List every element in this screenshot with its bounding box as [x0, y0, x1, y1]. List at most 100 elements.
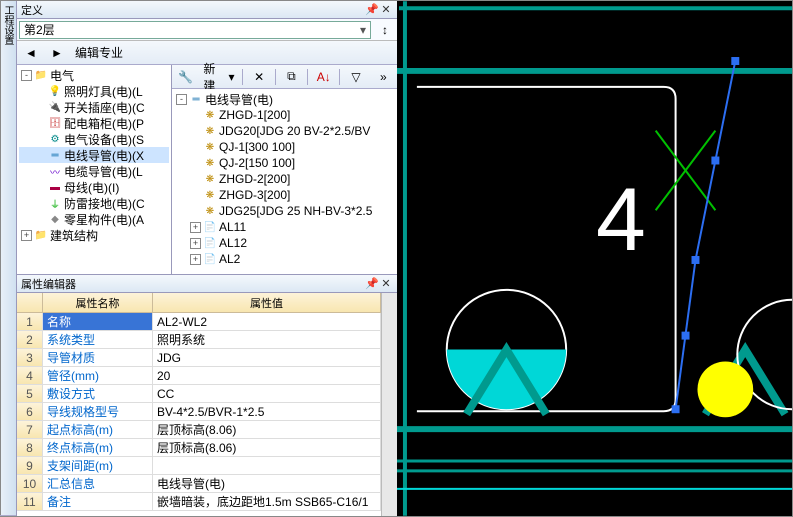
tree-node[interactable]: ❋QJ-2[150 100] [174, 155, 395, 171]
prop-name: 支架间距(m) [43, 457, 153, 474]
component-tree[interactable]: -═电线导管(电)❋ZHGD-1[200]❋JDG20[JDG 20 BV-2*… [172, 89, 397, 274]
tree-label: 电气 [50, 67, 74, 84]
prop-row[interactable]: 6导线规格型号BV-4*2.5/BVR-1*2.5 [17, 403, 381, 421]
prop-value[interactable]: BV-4*2.5/BVR-1*2.5 [153, 403, 381, 420]
tree-node[interactable]: ◆零星构件(电)(A [19, 211, 169, 227]
tree-label: 电气设备(电)(S [64, 131, 144, 148]
tree-label: 配电箱柜(电)(P [64, 115, 144, 132]
tree-node[interactable]: +📄AL2 [174, 251, 395, 267]
expand-icon[interactable]: + [190, 238, 201, 249]
tree-label: QJ-2[150 100] [219, 156, 295, 170]
pin-icon[interactable]: 📌 [365, 3, 379, 16]
filter-button[interactable]: ▽ [344, 67, 367, 87]
prop-value[interactable]: 嵌墙暗装，底边距地1.5m SSB65-C16/1 [153, 493, 381, 510]
prop-value[interactable]: 20 [153, 367, 381, 384]
bulb-icon: 💡 [48, 84, 62, 98]
tree-label: 电线导管(电)(X [64, 147, 144, 164]
tree-node[interactable]: +📄AL11 [174, 219, 395, 235]
tree-node[interactable]: ❋QJ-1[300 100] [174, 139, 395, 155]
tree-node[interactable]: 〰电缆导管(电)(L [19, 163, 169, 179]
prop-row[interactable]: 1名称AL2-WL2 [17, 313, 381, 331]
prop-index: 10 [17, 475, 43, 492]
prop-index: 1 [17, 313, 43, 330]
prop-row[interactable]: 4管径(mm)20 [17, 367, 381, 385]
tree-label: 照明灯具(电)(L [64, 83, 143, 100]
room-number: 4 [596, 169, 646, 269]
bus-icon: ▬ [48, 180, 62, 194]
prop-name: 起点标高(m) [43, 421, 153, 438]
property-grid[interactable]: 属性名称 属性值 1名称AL2-WL22系统类型照明系统3导管材质JDG4管径(… [17, 293, 381, 516]
prop-value[interactable]: JDG [153, 349, 381, 366]
new-button[interactable]: 新建 ▾ [199, 67, 238, 87]
prop-value[interactable]: CC [153, 385, 381, 402]
expand-icon[interactable]: + [190, 254, 201, 265]
tree-node[interactable]: ⏚防雷接地(电)(C [19, 195, 169, 211]
expand-icon[interactable]: - [176, 94, 187, 105]
floor-select[interactable]: 第2层 ▾ [19, 21, 371, 39]
tree-node[interactable]: ❋JDG20[JDG 20 BV-2*2.5/BV [174, 123, 395, 139]
chevron-down-icon: ▾ [360, 23, 366, 37]
prop-value[interactable] [153, 457, 381, 474]
tab-project[interactable]: 工程设置 [0, 1, 16, 516]
expand-icon[interactable]: + [190, 222, 201, 233]
prop-row[interactable]: 9支架间距(m) [17, 457, 381, 475]
prop-value[interactable]: AL2-WL2 [153, 313, 381, 330]
prop-title-bar: 属性编辑器 📌 ✕ [17, 275, 397, 293]
prop-row[interactable]: 2系统类型照明系统 [17, 331, 381, 349]
nav-back-button[interactable]: ◄ [19, 43, 43, 63]
expand-icon[interactable]: + [21, 230, 32, 241]
tree-node[interactable]: ▬母线(电)(I) [19, 179, 169, 195]
sort-button[interactable]: ↕ [373, 20, 397, 40]
cad-viewport[interactable]: 4 [397, 1, 792, 516]
close-icon[interactable]: ✕ [379, 277, 393, 290]
more-button[interactable]: » [372, 67, 395, 87]
prop-row[interactable]: 10汇总信息电线导管(电) [17, 475, 381, 493]
tree-label: ZHGD-3[200] [219, 188, 290, 202]
left-tab-strip: 工程设置 会图输入 表格输入 集中套用做法 报表预览 [1, 1, 17, 516]
tree-node[interactable]: ❋ZHGD-1[200] [174, 107, 395, 123]
prop-index: 4 [17, 367, 43, 384]
prop-row[interactable]: 5敷设方式CC [17, 385, 381, 403]
scrollbar[interactable] [381, 293, 397, 516]
tree-label: JDG20[JDG 20 BV-2*2.5/BV [219, 124, 370, 138]
tree-node[interactable]: 🗄配电箱柜(电)(P [19, 115, 169, 131]
prop-row[interactable]: 11备注嵌墙暗装，底边距地1.5m SSB65-C16/1 [17, 493, 381, 511]
tree-node[interactable]: ═电线导管(电)(X [19, 147, 169, 163]
delete-button[interactable]: ✕ [247, 67, 270, 87]
expand-icon[interactable]: - [21, 70, 32, 81]
prop-name: 敷设方式 [43, 385, 153, 402]
definition-title: 定义 [21, 2, 43, 18]
tree-label: 开关插座(电)(C [64, 99, 145, 116]
tree-node[interactable]: ❋ZHGD-2[200] [174, 171, 395, 187]
prop-value[interactable]: 电线导管(电) [153, 475, 381, 492]
tree-node[interactable]: +📁建筑结构 [19, 227, 169, 243]
prop-row[interactable]: 8终点标高(m)层顶标高(8.06) [17, 439, 381, 457]
sort-az-button[interactable]: A↓ [312, 67, 335, 87]
close-icon[interactable]: ✕ [379, 3, 393, 16]
tree-node[interactable]: ⚙电气设备(电)(S [19, 131, 169, 147]
panel-icon: 🗄 [48, 116, 62, 130]
tree-label: AL12 [219, 236, 247, 250]
tree-node[interactable]: +📄AL12 [174, 235, 395, 251]
tree-node[interactable]: ❋JDG25[JDG 25 NH-BV-3*2.5 [174, 203, 395, 219]
nav-fwd-button[interactable]: ► [45, 43, 69, 63]
tree-node[interactable]: 💡照明灯具(电)(L [19, 83, 169, 99]
prop-name: 汇总信息 [43, 475, 153, 492]
pin-icon[interactable]: 📌 [365, 277, 379, 290]
tree-node[interactable]: ❋ZHGD-3[200] [174, 187, 395, 203]
tree-node[interactable]: -═电线导管(电) [174, 91, 395, 107]
prop-row[interactable]: 3导管材质JDG [17, 349, 381, 367]
prop-row[interactable]: 7起点标高(m)层顶标高(8.06) [17, 421, 381, 439]
copy-button[interactable]: ⧉ [280, 67, 303, 87]
tree-node[interactable]: -📁电气 [19, 67, 169, 83]
prop-value[interactable]: 照明系统 [153, 331, 381, 348]
prop-value[interactable]: 层顶标高(8.06) [153, 439, 381, 456]
prop-index: 9 [17, 457, 43, 474]
tree-node[interactable]: 🔌开关插座(电)(C [19, 99, 169, 115]
tree-label: QJ-1[300 100] [219, 140, 295, 154]
edit-discipline-button[interactable]: 编辑专业 [71, 44, 127, 61]
component-icon: 🔧 [174, 67, 197, 87]
plug-icon: 🔌 [48, 100, 62, 114]
prop-value[interactable]: 层顶标高(8.06) [153, 421, 381, 438]
category-tree[interactable]: -📁电气💡照明灯具(电)(L🔌开关插座(电)(C🗄配电箱柜(电)(P⚙电气设备(… [17, 65, 172, 274]
